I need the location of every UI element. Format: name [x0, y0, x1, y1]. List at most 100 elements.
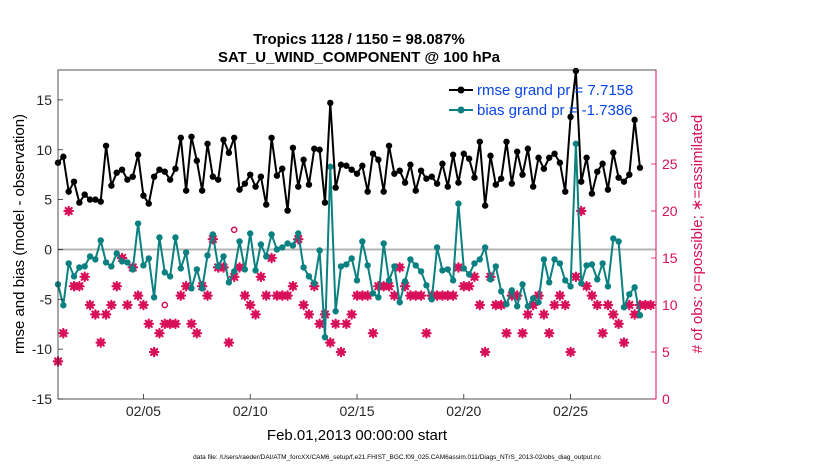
bias-point: [188, 285, 195, 292]
obs-assimilated-point: [517, 327, 528, 339]
bias-point: [70, 273, 78, 280]
legend-bias-label: bias grand pr = -1.7386: [477, 102, 633, 119]
obs-assimilated-point: [143, 318, 155, 330]
rmse-point: [359, 162, 366, 169]
obs-assimilated-point: [276, 290, 288, 301]
obs-assimilated-point: [239, 290, 251, 301]
obs-assimilated-point: [228, 271, 240, 283]
bias-point: [604, 283, 612, 290]
rmse-point: [460, 150, 467, 157]
rmse-point: [236, 186, 243, 193]
obs-assimilated-point: [159, 318, 171, 330]
rmse-point: [172, 165, 179, 172]
obs-assimilated-point: [106, 299, 117, 311]
rmse-point: [551, 150, 558, 157]
obs-assimilated-point: [132, 290, 144, 301]
bias-point: [439, 267, 446, 274]
obs-assimilated-point: [202, 290, 213, 301]
rmse-point: [604, 186, 612, 193]
bias-point: [524, 303, 532, 310]
rmse-point: [188, 133, 195, 140]
bias-point: [225, 279, 233, 286]
bias-point: [247, 230, 254, 237]
bias-point: [177, 265, 185, 272]
obs-assimilated-point: [421, 327, 432, 339]
obs-assimilated-point: [469, 271, 480, 283]
rmse-point: [182, 187, 190, 194]
obs-assimilated-point: [522, 309, 534, 320]
obs-assimilated-point: [314, 318, 325, 330]
obs-assimilated-point: [234, 262, 245, 273]
obs-assimilated-point: [271, 290, 283, 301]
bias-point: [220, 253, 227, 260]
bias-point: [487, 276, 494, 283]
rmse-point: [156, 166, 163, 173]
bias-point: [134, 220, 142, 227]
rmse-point: [327, 99, 334, 107]
bias-point: [289, 242, 297, 249]
obs-assimilated-point: [303, 309, 315, 320]
rmse-point: [108, 182, 115, 189]
bias-point: [444, 266, 451, 273]
rmse-point: [220, 136, 227, 143]
bias-point: [305, 273, 313, 280]
bias-point: [300, 264, 307, 271]
bias-point: [508, 287, 516, 294]
obs-assimilated-point: [287, 280, 299, 292]
y-right-tick-label: 25: [662, 156, 678, 172]
rmse-point: [337, 161, 345, 168]
bias-point: [348, 255, 355, 262]
obs-possible-point: [230, 226, 238, 234]
obs-assimilated-point: [63, 205, 74, 217]
x-tick-label: 02/10: [233, 403, 268, 419]
rmse-point: [412, 187, 419, 194]
obs-assimilated-point: [415, 290, 427, 301]
rmse-point: [364, 188, 371, 195]
rmse-point: [60, 153, 67, 160]
rmse-point: [209, 173, 217, 180]
bias-point: [321, 333, 329, 341]
obs-assimilated-point: [506, 290, 518, 301]
obs-assimilated-point: [373, 280, 384, 292]
rmse-point: [380, 188, 387, 195]
rmse-point: [369, 150, 377, 157]
bias-point: [546, 279, 553, 286]
bias-point: [150, 294, 158, 301]
x-axis-label: Feb.01,2013 00:00:00 start: [267, 427, 448, 444]
obs-assimilated-point: [357, 290, 368, 301]
rmse-point: [300, 156, 307, 163]
obs-assimilated-point: [453, 262, 464, 273]
bias-point: [567, 283, 574, 290]
bias-point: [257, 241, 265, 248]
rmse-point: [407, 161, 414, 168]
rmse-point: [444, 183, 451, 190]
bias-point: [102, 259, 110, 266]
bias-point: [578, 280, 585, 287]
bias-point: [615, 238, 622, 245]
rmse-point: [540, 165, 548, 172]
rmse-point: [620, 178, 628, 185]
bias-point: [209, 231, 217, 238]
y-right-tick-label: 15: [662, 250, 678, 266]
bias-point: [108, 263, 115, 270]
rmse-point: [513, 148, 521, 155]
bias-point: [273, 246, 281, 253]
obs-assimilated-point: [538, 309, 550, 320]
rmse-point: [471, 174, 478, 181]
bias-point: [417, 268, 425, 275]
rmse-point: [401, 179, 409, 186]
bias-point: [476, 256, 484, 263]
rmse-point: [86, 196, 94, 203]
bias-point: [449, 277, 457, 284]
bias-point: [626, 291, 633, 298]
rmse-point: [391, 170, 398, 177]
rmse-point: [124, 176, 131, 183]
obs-assimilated-point: [565, 346, 576, 358]
obs-assimilated-point: [180, 280, 192, 292]
obs-assimilated-point: [479, 346, 491, 358]
rmse-point: [198, 187, 206, 194]
rmse-point: [268, 134, 275, 141]
bias-point: [556, 260, 564, 267]
rmse-point: [284, 207, 291, 214]
bias-point: [65, 260, 72, 267]
